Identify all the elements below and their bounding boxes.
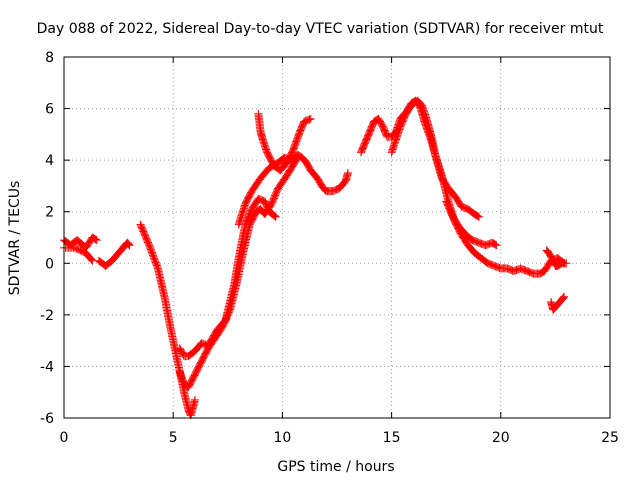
series-track-9 — [357, 96, 569, 278]
plus-markers — [254, 109, 315, 175]
y-tick-label: 4 — [45, 153, 54, 169]
y-tick-label: 0 — [45, 256, 54, 272]
y-tick-label: 8 — [45, 50, 54, 66]
plus-markers — [387, 96, 483, 221]
x-axis-label: GPS time / hours — [277, 459, 394, 475]
plus-markers — [357, 96, 569, 278]
y-axis-label: SDTVAR / TECUs — [7, 181, 23, 296]
series-track-3 — [94, 238, 134, 270]
plus-markers — [136, 220, 199, 420]
chart-title: Day 088 of 2022, Sidereal Day-to-day VTE… — [37, 21, 604, 37]
plus-markers — [175, 194, 280, 361]
series-track-2 — [60, 243, 97, 265]
y-tick-label: 6 — [45, 102, 54, 118]
grid — [64, 57, 610, 418]
x-tick-label: 0 — [60, 430, 69, 446]
series-track-13 — [547, 292, 569, 314]
axis-ticks: 0 5 10 15 20 25 -6 -4 -2 0 2 4 6 8 — [40, 50, 619, 446]
x-tick-label: 15 — [383, 430, 401, 446]
y-tick-label: -4 — [40, 359, 54, 375]
series-track-6 — [175, 194, 280, 361]
y-tick-label: 2 — [45, 205, 54, 221]
x-tick-label: 20 — [492, 430, 510, 446]
series-track-4 — [136, 220, 199, 420]
x-tick-label: 25 — [601, 430, 619, 446]
data-points — [60, 96, 571, 420]
series-track-7 — [234, 151, 352, 229]
x-tick-label: 10 — [273, 430, 291, 446]
plus-markers — [547, 292, 569, 314]
series-track-12 — [542, 246, 571, 270]
series-track-11 — [442, 197, 501, 250]
series-track-10 — [387, 96, 483, 221]
plot-frame — [63, 56, 611, 419]
plus-markers — [94, 238, 134, 270]
series-track-8 — [254, 109, 315, 175]
plus-markers — [442, 197, 501, 250]
plus-markers — [542, 246, 571, 270]
y-tick-label: -2 — [40, 308, 54, 324]
plus-markers — [60, 243, 97, 265]
y-tick-label: -6 — [40, 411, 54, 427]
x-tick-label: 5 — [169, 430, 178, 446]
plus-markers — [234, 151, 352, 229]
